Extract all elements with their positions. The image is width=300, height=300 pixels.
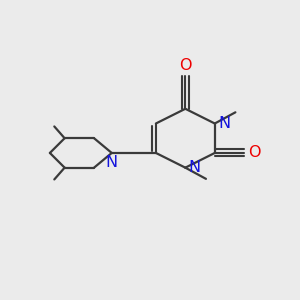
Text: N: N (189, 160, 201, 175)
Text: N: N (218, 116, 230, 131)
Text: O: O (248, 146, 260, 160)
Text: N: N (106, 155, 118, 170)
Text: O: O (179, 58, 192, 73)
